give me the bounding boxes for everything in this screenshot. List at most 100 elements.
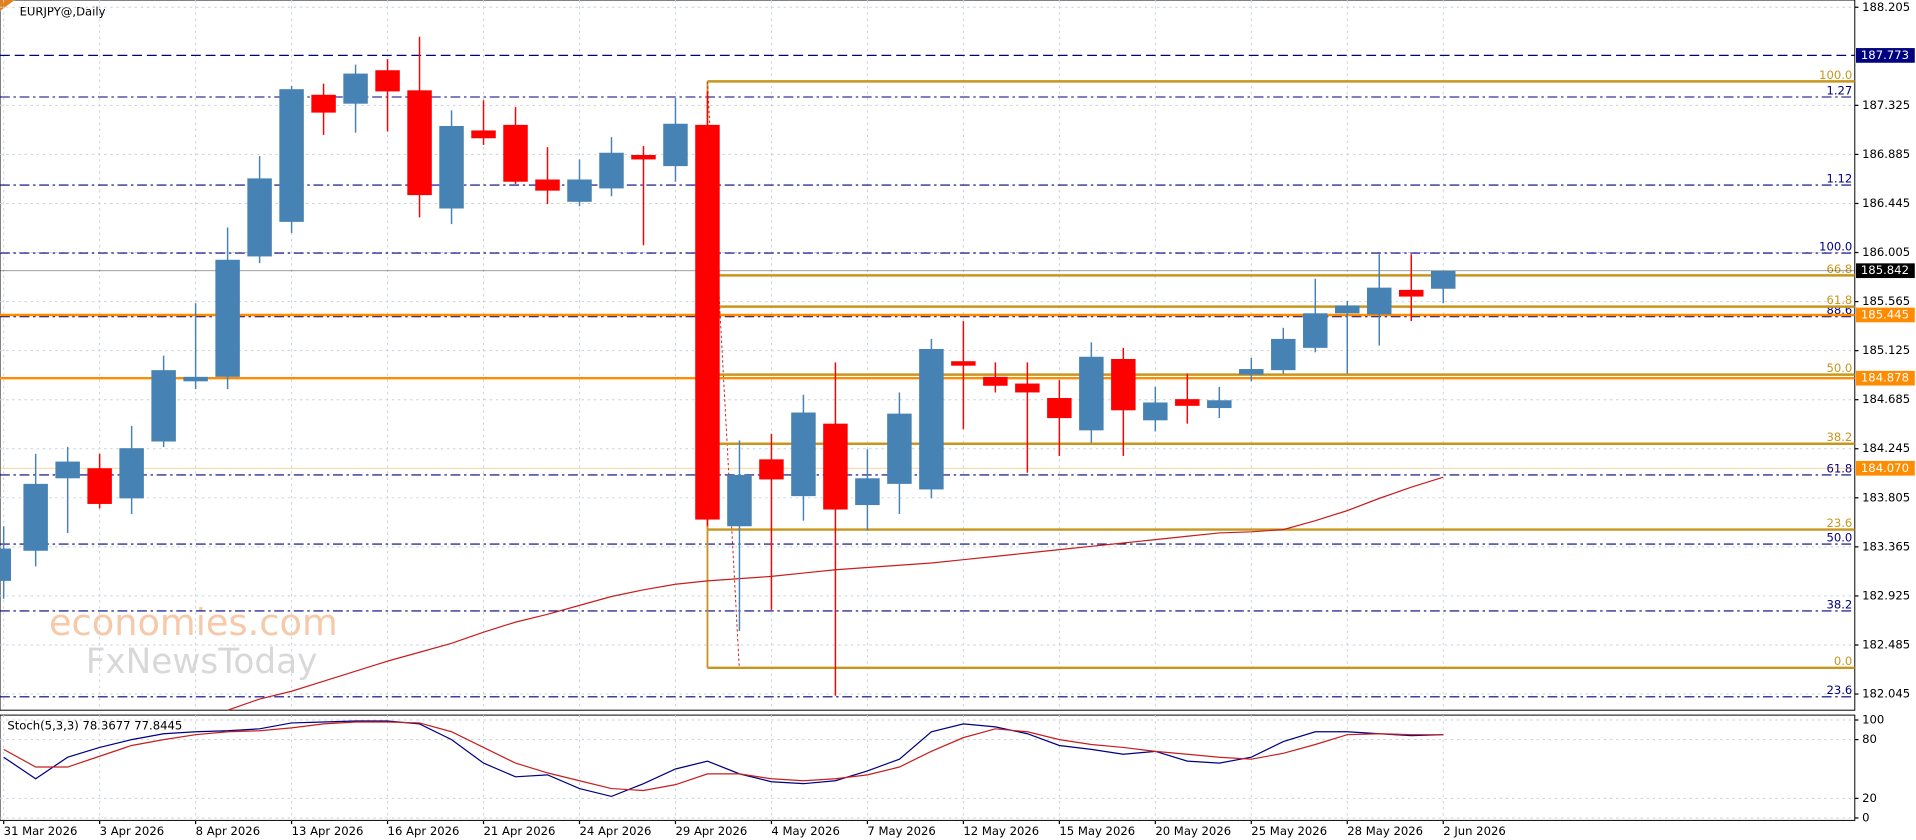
candle-body: [343, 73, 368, 104]
candle-body: [1271, 338, 1296, 371]
candle-body: [311, 94, 336, 113]
price-box: [1856, 370, 1915, 386]
candle-body: [503, 124, 528, 182]
y-tick-label: 183.365: [1862, 539, 1910, 553]
x-tick-label: 4 May 2026: [771, 824, 839, 838]
candle-body: [407, 90, 432, 196]
x-tick-label: 12 May 2026: [963, 824, 1039, 838]
fib-label: 66.8: [1826, 262, 1852, 276]
candle-body: [1047, 398, 1072, 419]
price-box-label: 184.878: [1861, 371, 1909, 385]
y-tick-label: 182.045: [1862, 687, 1910, 701]
candle-body: [887, 413, 912, 484]
stoch-tick-label: 80: [1862, 732, 1877, 746]
price-box: [1856, 263, 1915, 279]
watermark: economies.com: [49, 601, 338, 644]
x-tick-label: 16 Apr 2026: [388, 824, 460, 838]
candle-body: [1399, 289, 1424, 297]
candle-body: [727, 474, 752, 527]
candle-body: [1111, 359, 1136, 411]
watermark: FxNewsToday: [86, 642, 318, 682]
candle-body: [1431, 270, 1456, 289]
candle-body: [439, 125, 464, 209]
stoch-line: [3, 721, 1444, 792]
candle-body: [55, 461, 80, 479]
x-tick-label: 13 Apr 2026: [292, 824, 364, 838]
candle-body: [599, 152, 624, 189]
x-tick-label: 21 Apr 2026: [484, 824, 556, 838]
stoch-tick-label: 20: [1862, 791, 1877, 805]
candle-body: [823, 423, 848, 510]
x-tick-label: 3 Apr 2026: [100, 824, 164, 838]
x-tick-label: 20 May 2026: [1155, 824, 1231, 838]
fib-label: 1.12: [1826, 171, 1852, 185]
fib-label: 1.27: [1826, 83, 1852, 97]
candle-body: [1335, 305, 1360, 314]
candle-body: [951, 361, 976, 366]
x-tick-label: 28 May 2026: [1347, 824, 1423, 838]
x-tick-label: 24 Apr 2026: [580, 824, 652, 838]
price-box-label: 185.445: [1861, 307, 1909, 321]
price-box: [1856, 48, 1915, 63]
y-tick-label: 185.125: [1862, 343, 1910, 357]
price-box-label: 185.842: [1861, 263, 1909, 277]
candle-body: [983, 376, 1008, 386]
y-tick-label: 184.685: [1862, 392, 1910, 406]
x-tick-label: 25 May 2026: [1251, 824, 1327, 838]
candle-body: [0, 548, 12, 581]
candle-body: [631, 154, 656, 160]
x-tick-label: 15 May 2026: [1059, 824, 1135, 838]
candle-body: [855, 478, 880, 506]
candle-body: [151, 370, 176, 442]
candle-body: [247, 178, 272, 257]
candle-body: [279, 89, 304, 222]
candle-body: [87, 468, 112, 504]
candle-body: [1175, 399, 1200, 406]
fib-label: 50.0: [1826, 530, 1852, 544]
fib-label: 0.0: [1834, 654, 1852, 668]
y-tick-label: 184.245: [1862, 441, 1910, 455]
candle-body: [119, 448, 144, 499]
stoch-panel: [0, 714, 1856, 821]
candle-body: [791, 412, 816, 497]
candle-body: [1367, 287, 1392, 315]
stoch-title: Stoch(5,3,3) 78.3677 77.8445: [7, 719, 182, 733]
y-tick-label: 187.325: [1862, 98, 1910, 112]
y-tick-label: 183.805: [1862, 490, 1910, 504]
candle-body: [663, 123, 688, 167]
fib-label: 100.0: [1819, 68, 1852, 82]
price-box: [1856, 307, 1915, 323]
price-box-label: 187.773: [1861, 48, 1909, 62]
y-tick-label: 188.205: [1862, 0, 1910, 14]
x-tick-label: 8 Apr 2026: [196, 824, 260, 838]
y-tick-label: 185.565: [1862, 294, 1910, 308]
candle-body: [919, 348, 944, 490]
candle-body: [1015, 383, 1040, 393]
fib-label: 23.6: [1826, 683, 1852, 697]
fib-label: 38.2: [1826, 430, 1852, 444]
fib-label: 61.8: [1826, 293, 1852, 307]
fib-label: 38.2: [1826, 597, 1852, 611]
candle-body: [375, 70, 400, 92]
chart-title: EURJPY@,Daily: [20, 5, 106, 19]
candle-body: [23, 483, 48, 551]
stoch-tick-label: 100: [1862, 712, 1884, 726]
candle-body: [471, 130, 496, 139]
fib-label: 100.0: [1819, 239, 1852, 253]
fib-label: 23.6: [1826, 516, 1852, 530]
candle-body: [215, 259, 240, 377]
y-tick-label: 186.885: [1862, 147, 1910, 161]
candle-body: [183, 376, 208, 382]
corner-icon: [0, 0, 15, 12]
stoch-tick-label: 0: [1862, 810, 1869, 824]
candle-body: [1303, 313, 1328, 348]
candle-body: [1079, 356, 1104, 431]
candle-body: [1207, 400, 1232, 409]
y-tick-label: 186.005: [1862, 245, 1910, 259]
x-tick-label: 2 Jun 2026: [1443, 824, 1506, 838]
x-tick-label: 31 Mar 2026: [4, 824, 78, 838]
candle-body: [1143, 402, 1168, 421]
fib-label: 50.0: [1826, 361, 1852, 375]
